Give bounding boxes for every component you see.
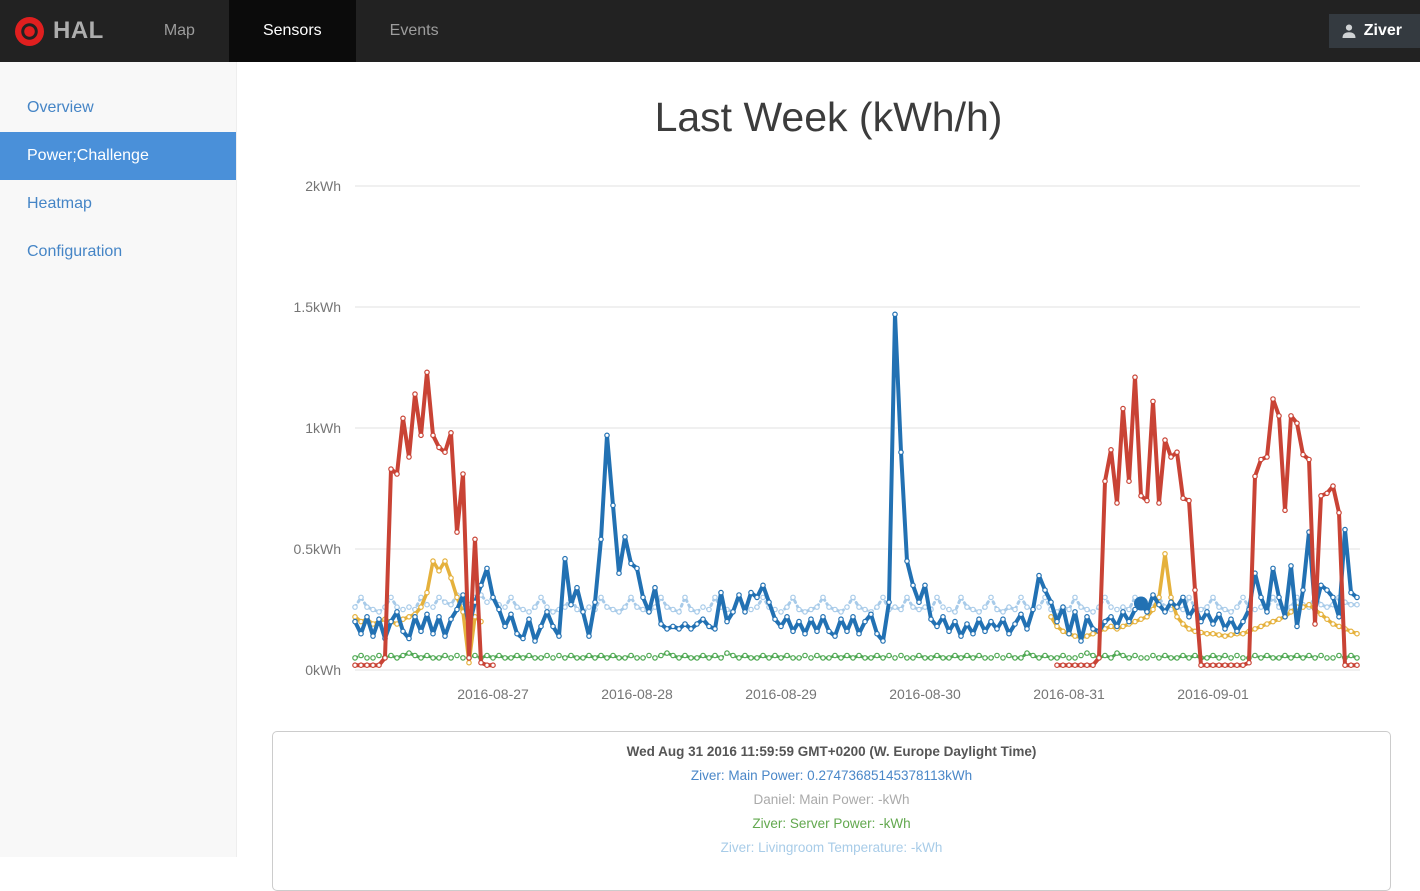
main-content: Last Week (kWh/h) xyxy=(237,62,1420,857)
svg-text:2016-08-29: 2016-08-29 xyxy=(745,686,817,702)
svg-text:0.5kWh: 0.5kWh xyxy=(294,541,341,557)
tooltip-line: Ziver: Server Power: -kWh xyxy=(752,816,911,831)
nav-item-map[interactable]: Map xyxy=(163,22,195,39)
svg-text:1.5kWh: 1.5kWh xyxy=(294,299,341,315)
nav-item-events[interactable]: Events xyxy=(389,22,439,39)
sidebar: Overview Power;Challenge Heatmap Configu… xyxy=(0,62,237,857)
user-name: Ziver xyxy=(1363,22,1402,39)
sidebar-item-power-challenge[interactable]: Power;Challenge xyxy=(0,132,236,180)
app-brand[interactable]: HAL xyxy=(0,0,130,62)
svg-text:0kWh: 0kWh xyxy=(305,662,341,678)
tooltip-line: Ziver: Main Power: 0.27473685145378113kW… xyxy=(690,768,973,783)
sidebar-item-configuration[interactable]: Configuration xyxy=(27,243,123,260)
svg-text:2016-09-01: 2016-09-01 xyxy=(1177,686,1249,702)
user-menu[interactable]: Ziver xyxy=(1328,14,1420,48)
chart-title: Last Week (kWh/h) xyxy=(654,94,1003,140)
sidebar-item-heatmap[interactable]: Heatmap xyxy=(27,195,92,212)
tooltip-line: Daniel: Main Power: -kWh xyxy=(753,792,910,807)
chart-tooltip-panel: Wed Aug 31 2016 11:59:59 GMT+0200 (W. Eu… xyxy=(272,731,1391,891)
svg-text:2016-08-27: 2016-08-27 xyxy=(457,686,529,702)
sidebar-item-overview[interactable]: Overview xyxy=(27,99,94,116)
svg-text:1kWh: 1kWh xyxy=(305,420,341,436)
svg-text:2016-08-30: 2016-08-30 xyxy=(889,686,961,702)
top-navbar: HAL Map Sensors Events Ziver xyxy=(0,0,1420,62)
navbar-right: Ziver xyxy=(1328,0,1420,62)
svg-text:2kWh: 2kWh xyxy=(305,178,341,194)
svg-text:2016-08-28: 2016-08-28 xyxy=(601,686,673,702)
tooltip-timestamp: Wed Aug 31 2016 11:59:59 GMT+0200 (W. Eu… xyxy=(626,744,1037,759)
user-icon xyxy=(1341,23,1357,39)
brand-name: HAL xyxy=(53,17,104,44)
nav-item-sensors[interactable]: Sensors xyxy=(228,0,356,62)
line-chart[interactable]: 0kWh 0.5kWh 1kWh 1.5kWh 2kWh 2016-08-27 2016-0… xyxy=(0,0,1420,730)
tooltip-line: Ziver: Livingroom Temperature: -kWh xyxy=(720,840,943,855)
svg-text:2016-08-31: 2016-08-31 xyxy=(1033,686,1105,702)
hal-logo-icon xyxy=(15,16,44,46)
